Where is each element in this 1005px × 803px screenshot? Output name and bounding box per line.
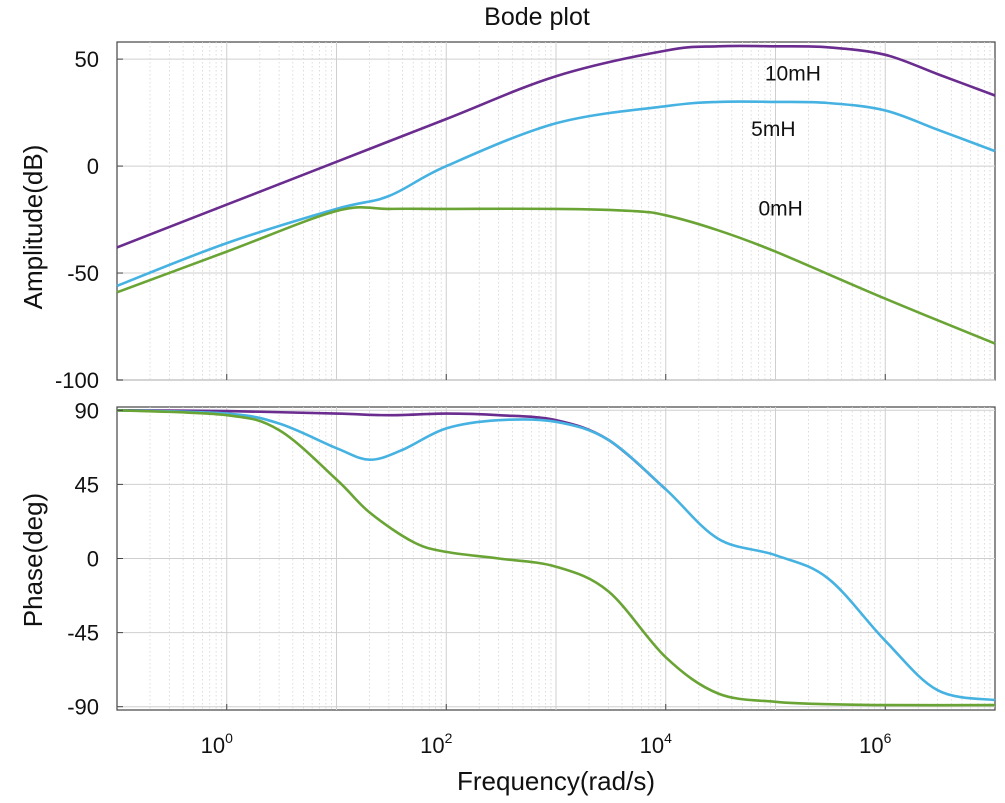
y-tick-label: -90 bbox=[67, 695, 99, 720]
magnitude-y-ticks: 50 0 -50 -100 bbox=[55, 47, 123, 393]
y-tick-label: -100 bbox=[55, 368, 99, 393]
y-tick-label: -50 bbox=[67, 261, 99, 286]
magnitude-y-axis-label: Amplitude(dB) bbox=[18, 145, 48, 310]
series-line-5mH bbox=[116, 409, 996, 702]
x-axis-ticks: 100 102 104 106 bbox=[201, 730, 892, 758]
y-tick-label: -45 bbox=[67, 621, 99, 646]
phase-grid bbox=[117, 407, 995, 710]
series-line-0mH bbox=[116, 409, 996, 707]
y-tick-label: 0 bbox=[87, 154, 99, 179]
y-tick-label: 45 bbox=[75, 472, 99, 497]
magnitude-series bbox=[116, 44, 996, 345]
x-tick-label: 102 bbox=[420, 730, 452, 758]
series-line-5mH bbox=[116, 100, 996, 288]
curve-label-10mH: 10mH bbox=[765, 63, 821, 86]
x-tick-label: 106 bbox=[859, 730, 891, 758]
magnitude-panel: 10mH 5mH 0mH 50 0 -50 -100 Amplitude(dB) bbox=[18, 41, 996, 393]
chart-title: Bode plot bbox=[484, 3, 590, 31]
series-line-10mH bbox=[116, 44, 996, 249]
curve-label-0mH: 0mH bbox=[758, 197, 802, 220]
series-line-0mH bbox=[116, 205, 996, 345]
curve-label-5mH: 5mH bbox=[751, 118, 795, 141]
phase-y-axis-label: Phase(deg) bbox=[18, 493, 48, 627]
y-tick-label: 0 bbox=[87, 547, 99, 572]
magnitude-annotations: 10mH 5mH 0mH bbox=[751, 63, 821, 221]
x-tick-label: 104 bbox=[640, 730, 672, 758]
phase-panel: 90 45 0 -45 -90 Phase(deg) bbox=[18, 398, 996, 720]
phase-y-ticks: 90 45 0 -45 -90 bbox=[67, 398, 123, 720]
magnitude-grid bbox=[117, 42, 995, 381]
y-tick-label: 50 bbox=[75, 47, 99, 72]
y-tick-label: 90 bbox=[75, 398, 99, 423]
phase-series bbox=[116, 409, 996, 707]
x-tick-label: 100 bbox=[201, 730, 233, 758]
x-axis-label: Frequency(rad/s) bbox=[457, 766, 655, 796]
